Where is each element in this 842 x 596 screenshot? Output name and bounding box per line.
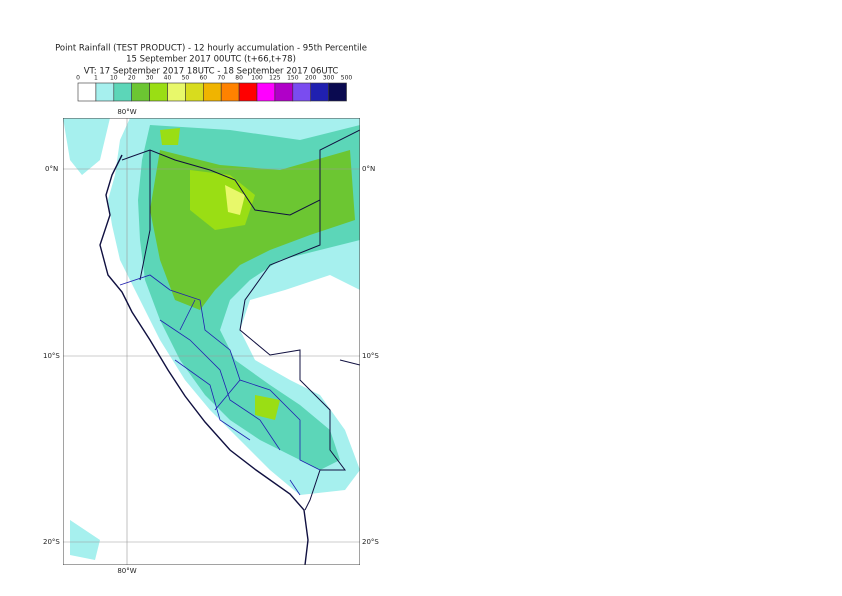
regions [119,274,321,496]
lon-label: 80°W [117,108,136,116]
lat-label: 20°S [362,538,379,546]
colorbar-swatch [113,82,133,102]
colorbar-swatch [328,82,347,102]
title-line: Point Rainfall (TEST PRODUCT) - 12 hourl… [55,44,367,54]
colorbar-label: 1 [94,75,98,82]
lat-label: 10°S [43,352,60,360]
colorbar-label: 40 [164,75,172,82]
rain-heavy [160,128,280,420]
colorbar-swatch [149,82,168,102]
lat-label: 0°N [362,165,375,173]
colorbar-swatch [292,82,311,102]
colorbar-swatch [95,82,115,102]
colorbar-swatch [77,82,97,102]
colorbar-label: 100 [251,75,263,82]
colorbar-label: 30 [146,75,154,82]
colorbar: 0 1 10 20 30 40 50 60 70 80 100 125 150 200 300 500 [76,75,352,102]
colorbar-label: 125 [269,75,281,82]
colorbar-swatch [238,82,258,102]
colorbar-label: 10 [110,75,118,82]
colorbar-label: 20 [128,75,136,82]
colorbar-swatch [185,82,204,102]
lat-label: 0°N [45,165,58,173]
colorbar-swatch [131,82,150,102]
colorbar-label: 300 [323,75,335,82]
colorbar-label: 200 [305,75,317,82]
colorbar-swatch [256,82,276,102]
colorbar-swatch [220,82,240,102]
borders [121,129,360,511]
graticule [63,118,360,565]
lat-label: 10°S [362,352,379,360]
colorbar-label: 0 [76,75,80,82]
colorbar-label: 150 [287,75,299,82]
map-area [63,118,360,565]
colorbar-label: 80 [235,75,243,82]
colorbar-label: 50 [182,75,190,82]
colorbar-swatch [203,82,222,102]
colorbar-swatch [310,82,329,102]
colorbar-label: 70 [217,75,225,82]
lon-label: 80°W [117,567,136,575]
coastline [99,154,309,565]
title-line: VT: 17 September 2017 18UTC - 18 Septemb… [84,67,339,77]
colorbar-label: 60 [199,75,207,82]
rain-peak [225,185,245,215]
title-line: 15 September 2017 00UTC (t+66,t+78) [126,55,296,65]
colorbar-label: 500 [341,75,353,82]
colorbar-swatch [167,82,186,102]
lat-label: 20°S [43,538,60,546]
colorbar-swatch [274,82,294,102]
